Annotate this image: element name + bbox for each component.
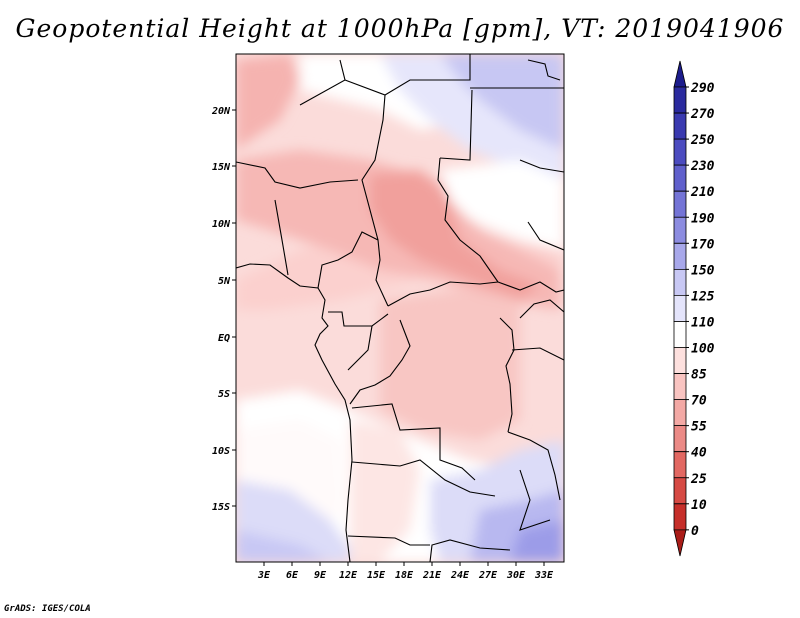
colorbar-bin (673, 399, 687, 427)
height-field (236, 54, 564, 562)
colorbar-label: 0 (691, 524, 699, 539)
colorbar-bin (673, 216, 687, 244)
colorbar-label: 55 (691, 420, 707, 435)
colorbar-bin (673, 477, 687, 505)
grads-credit: GrADS: IGES/COLA (4, 604, 91, 614)
colorbar-label: 10 (691, 498, 707, 513)
lon-labels: 3E 6E 9E 12E 15E 18E 21E 24E 27E 30E 33E (257, 570, 554, 581)
lon-label: 9E (314, 570, 327, 581)
colorbar-label: 150 (691, 263, 715, 278)
colorbar-bin (673, 347, 687, 374)
colorbar-label: 70 (691, 394, 707, 409)
colorbar-bin (673, 425, 687, 453)
lon-label: 18E (395, 570, 414, 581)
lat-ticks (232, 109, 236, 507)
colorbar-bin (673, 529, 687, 557)
colorbar-label: 250 (690, 133, 715, 148)
lon-label: 21E (422, 570, 442, 581)
colorbar: 2902702502302101901701501251101008570554… (673, 60, 715, 557)
colorbar-label: 170 (691, 237, 715, 252)
lon-label: 15E (367, 570, 386, 581)
lon-label: 24E (450, 570, 470, 581)
lat-label: 20N (211, 106, 231, 117)
colorbar-bin (673, 112, 687, 140)
lat-label: 15S (212, 502, 230, 513)
lon-label: 33E (534, 570, 554, 581)
colorbar-label: 210 (690, 185, 715, 200)
colorbar-bin (673, 373, 687, 400)
lat-label: 15N (212, 162, 231, 173)
lat-label: 10N (212, 219, 231, 230)
colorbar-bin (673, 503, 687, 531)
map-title: Geopotential Height at 1000hPa [gpm], VT… (15, 14, 785, 43)
lon-label: 27E (478, 570, 498, 581)
lat-label: 5S (218, 389, 230, 400)
lat-label: 10S (212, 446, 230, 457)
colorbar-bin (673, 268, 687, 296)
lon-label: 30E (506, 570, 526, 581)
colorbar-bin (673, 451, 687, 479)
lat-labels: 20N 15N 10N 5N EQ 5S 10S 15S (211, 106, 231, 513)
colorbar-bin (673, 242, 687, 270)
colorbar-label: 125 (691, 289, 715, 304)
colorbar-bin (673, 60, 687, 88)
lon-label: 6E (286, 570, 299, 581)
colorbar-bin (673, 164, 687, 192)
colorbar-label: 190 (691, 211, 715, 226)
lon-label: 12E (339, 570, 358, 581)
map-frame (235, 53, 565, 563)
lon-ticks (263, 562, 545, 566)
colorbar-label: 40 (691, 446, 707, 461)
colorbar-bin (673, 321, 687, 348)
colorbar-label: 100 (691, 342, 715, 357)
colorbar-bin (673, 295, 687, 322)
lat-label: 5N (218, 276, 231, 287)
lon-label: 3E (257, 570, 271, 581)
colorbar-bin (673, 138, 687, 166)
colorbar-label: 85 (691, 368, 707, 383)
colorbar-label: 290 (690, 81, 715, 96)
colorbar-label: 270 (690, 107, 715, 122)
lat-label: EQ (218, 333, 230, 344)
colorbar-label: 25 (690, 472, 707, 487)
colorbar-bin (673, 86, 687, 114)
colorbar-label: 110 (691, 315, 715, 330)
colorbar-bin (673, 190, 687, 218)
colorbar-label: 230 (690, 159, 715, 174)
country-borders (236, 54, 564, 562)
